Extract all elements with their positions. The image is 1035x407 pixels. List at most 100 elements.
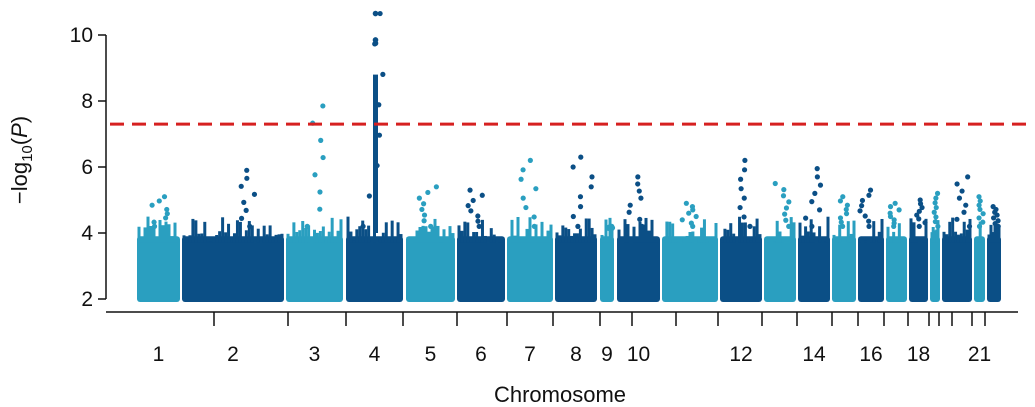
chromosome-14-point [816, 207, 823, 213]
chromosome-20-point [961, 209, 967, 215]
chromosome-14-base-cloud [798, 236, 830, 302]
chromosome-9-point-stack [600, 234, 604, 243]
chromosome-3-point-stack [301, 221, 305, 243]
x-tick-label: 18 [907, 343, 930, 366]
chromosome-5-point-stack [433, 218, 437, 243]
chromosome-1-point-stack [146, 216, 150, 243]
chromosome-1-point-stack [149, 226, 153, 243]
chromosome-4-point-stack [387, 237, 391, 243]
chromosome-21-point [980, 219, 986, 225]
chromosome-8-point-stack [587, 218, 591, 243]
chromosome-15-point-stack [846, 221, 850, 243]
chromosome-7-point [523, 204, 529, 211]
chromosome-2-point [243, 207, 249, 213]
chromosome-1-point-stack [152, 226, 156, 243]
chromosome-16-points [857, 187, 884, 302]
chromosome-4-peak-column [373, 74, 378, 233]
chromosome-10-point [638, 195, 644, 201]
chromosome-2-point [238, 183, 244, 189]
chromosome-5-point-stack [442, 229, 446, 243]
chromosome-16-point-stack [877, 231, 881, 243]
chromosome-7-point-stack [531, 238, 535, 243]
chromosome-19-point [931, 209, 937, 215]
x-axis-title: Chromosome [494, 382, 626, 407]
chromosome-14-point [814, 166, 820, 172]
chromosome-22-point [990, 215, 997, 221]
chromosome-13-point-stack [772, 241, 776, 243]
chromosome-17-point [887, 210, 893, 216]
x-tick-label: 16 [859, 343, 882, 366]
chromosome-14-point-stack [804, 226, 808, 243]
chromosome-2-point-stack [203, 221, 207, 243]
chromosome-13-point-stack [778, 231, 782, 243]
chromosome-3-point-stack [327, 231, 331, 243]
chromosome-18-point [917, 201, 924, 207]
y-tick-label: 2 [81, 288, 93, 311]
chromosome-22-point-stack [987, 234, 991, 243]
chromosome-4-point-stack [346, 216, 350, 243]
x-tick-label: 10 [627, 343, 650, 366]
chromosome-4-point [380, 71, 386, 77]
chromosome-20-point-stack [954, 231, 958, 243]
chromosome-12-point-stack [749, 240, 753, 243]
chromosome-11-point-stack [685, 235, 689, 243]
chromosome-22-point-stack [993, 224, 997, 243]
chromosome-17-point [892, 200, 898, 206]
chromosome-10-point [637, 216, 643, 222]
chromosome-16-base-cloud [858, 236, 884, 302]
chromosome-8-point-stack [575, 233, 579, 243]
chromosome-5-point [421, 218, 427, 224]
chromosome-14-point [803, 215, 809, 221]
chromosome-5-point [416, 195, 422, 201]
chromosome-10-point-stack [623, 219, 627, 243]
chromosome-14-point-stack [823, 241, 827, 243]
chromosome-14-point-stack [812, 232, 816, 243]
chromosome-16-point-stack [858, 238, 862, 243]
chromosome-5-point-stack [448, 226, 452, 243]
chromosome-21-point [977, 198, 983, 204]
chromosome-13-point-stack [781, 236, 785, 243]
chromosome-15-point [840, 194, 846, 200]
chromosome-15-points [832, 194, 856, 302]
chromosome-5-point [425, 189, 431, 196]
chromosome-5-point-stack [412, 238, 416, 243]
chromosome-14-point-stack [826, 216, 830, 243]
chromosome-10-point [636, 188, 642, 194]
chromosome-18-point [922, 220, 928, 226]
chromosome-6-point [467, 187, 473, 193]
chromosome-6-point [479, 192, 485, 198]
chromosome-4-point-stack [381, 232, 385, 243]
chromosome-8-point-stack [584, 218, 588, 243]
chromosome-11-point-stack [700, 227, 704, 243]
chromosome-7-point-stack [510, 219, 514, 243]
chromosome-2-point-stack [197, 233, 201, 243]
chromosome-19-point [933, 214, 939, 220]
chromosome-12-point-stack [758, 234, 762, 243]
chromosome-17-point-stack [897, 223, 901, 243]
chromosome-5-points [406, 184, 455, 302]
chromosome-9-points [600, 217, 616, 302]
chromosome-5-point [433, 184, 439, 190]
chromosome-2-point-stack [250, 225, 254, 243]
chromosome-7-point-stack [522, 238, 526, 243]
chromosome-3-point-stack [292, 222, 296, 243]
chromosome-18-point [917, 197, 923, 203]
chromosome-17-point-stack [903, 238, 907, 243]
chromosome-8-points [555, 154, 597, 302]
chromosome-4-point-stack [358, 226, 362, 243]
chromosome-6-point [476, 223, 482, 229]
chromosome-2-point [244, 167, 250, 173]
chromosome-11-point [686, 210, 692, 216]
chromosome-12-point-stack [743, 222, 747, 243]
chromosome-15-point [837, 198, 844, 204]
chromosome-10-point-stack [632, 226, 636, 243]
chromosome-3-point [318, 137, 324, 143]
chromosome-13-point [783, 217, 789, 223]
chromosome-14-points [798, 166, 830, 302]
chromosome-8-point [575, 223, 581, 229]
chromosome-9-point-stack [604, 219, 608, 243]
chromosome-12-point [741, 167, 748, 173]
chromosome-8-point [570, 213, 576, 220]
chromosome-2-point [241, 199, 247, 205]
chromosome-11-point-stack [665, 221, 669, 243]
